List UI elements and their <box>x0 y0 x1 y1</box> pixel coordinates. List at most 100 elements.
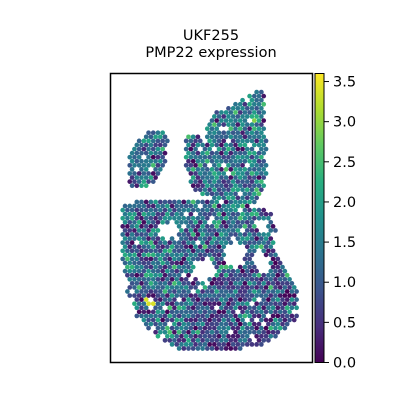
expression-spot <box>247 329 252 335</box>
chart-title-sample: UKF255 <box>183 28 239 44</box>
expression-spot <box>261 248 267 254</box>
expression-spot <box>207 203 212 209</box>
expression-spot <box>150 162 156 168</box>
expression-spot <box>209 199 215 205</box>
expression-spot <box>287 276 292 282</box>
expression-spot <box>122 268 128 274</box>
expression-spot <box>200 329 205 335</box>
expression-spot <box>251 191 257 197</box>
expression-spot <box>207 138 212 144</box>
expression-spot <box>174 276 180 282</box>
expression-spot <box>228 175 234 180</box>
expression-spot <box>134 256 140 262</box>
expression-spot <box>221 268 227 274</box>
expression-spot <box>176 289 182 294</box>
expression-spot <box>134 313 140 319</box>
expression-spot <box>221 317 227 323</box>
expression-spot <box>183 285 189 290</box>
expression-spot <box>193 171 198 176</box>
expression-spot <box>247 93 252 99</box>
expression-spot <box>143 183 149 189</box>
expression-spot <box>200 191 205 197</box>
expression-spot <box>226 203 231 209</box>
expression-spot <box>259 285 264 290</box>
colorbar-tick-label: 2.0 <box>333 195 356 211</box>
expression-spot <box>162 281 168 286</box>
expression-spot <box>240 122 245 127</box>
expression-spot <box>132 228 137 233</box>
expression-spot <box>160 252 165 258</box>
expression-spot <box>186 264 191 270</box>
expression-spot <box>291 317 297 323</box>
expression-spot <box>247 305 252 311</box>
expression-spot <box>146 252 151 258</box>
expression-spot <box>188 268 194 274</box>
expression-spot <box>160 309 165 315</box>
expression-spot <box>204 337 210 343</box>
expression-spot <box>186 321 191 327</box>
expression-spot <box>186 134 191 140</box>
expression-spot <box>228 272 234 278</box>
expression-spot <box>150 276 156 282</box>
expression-spot <box>143 313 149 319</box>
expression-spot <box>216 203 222 209</box>
expression-spot <box>139 183 144 189</box>
expression-spot <box>209 183 215 189</box>
expression-spot <box>165 268 170 274</box>
expression-spot <box>233 313 238 319</box>
expression-spot <box>277 325 283 331</box>
expression-spot <box>242 183 248 189</box>
expression-spot <box>153 215 158 221</box>
expression-spot <box>193 244 198 250</box>
expression-spot <box>216 309 222 315</box>
expression-spot <box>209 346 215 351</box>
expression-spot <box>212 195 217 201</box>
expression-spot <box>261 126 267 132</box>
expression-spot <box>233 289 238 294</box>
expression-spot <box>134 248 140 254</box>
expression-spot <box>233 158 238 164</box>
expression-spot <box>256 321 262 327</box>
expression-spot <box>200 150 205 156</box>
expression-spot <box>261 101 267 107</box>
expression-spot <box>125 224 130 229</box>
expression-spot <box>223 215 229 221</box>
expression-spot <box>273 317 278 323</box>
expression-spot <box>266 215 271 221</box>
expression-spot <box>153 240 158 246</box>
expression-spot <box>214 248 220 254</box>
expression-spot <box>153 224 158 229</box>
expression-spot <box>230 179 236 184</box>
expression-spot <box>148 207 154 213</box>
expression-spot <box>202 309 208 315</box>
expression-spot <box>179 325 184 331</box>
expression-spot <box>195 256 201 262</box>
expression-spot <box>139 256 144 262</box>
expression-spot <box>254 106 259 111</box>
expression-spot <box>132 301 137 307</box>
expression-spot <box>270 321 276 327</box>
expression-spot <box>179 219 184 225</box>
expression-spot <box>200 313 205 319</box>
expression-spot <box>153 305 158 311</box>
expression-spot <box>223 346 229 351</box>
expression-spot <box>202 252 208 258</box>
expression-spot <box>256 101 262 107</box>
expression-spot <box>256 305 262 311</box>
expression-spot <box>235 114 241 119</box>
expression-spot <box>155 146 161 152</box>
expression-spot <box>150 203 156 209</box>
expression-spot <box>242 126 248 132</box>
expression-spot <box>176 207 182 213</box>
expression-spot <box>221 211 227 217</box>
expression-spot <box>230 171 236 176</box>
expression-spot <box>226 293 231 298</box>
expression-spot <box>204 215 210 221</box>
expression-spot <box>235 146 241 152</box>
expression-spot <box>275 297 281 302</box>
expression-spot <box>141 228 147 233</box>
expression-spot <box>228 142 234 148</box>
expression-spot <box>212 342 217 347</box>
expression-spot <box>181 297 187 302</box>
expression-spot <box>261 329 267 335</box>
